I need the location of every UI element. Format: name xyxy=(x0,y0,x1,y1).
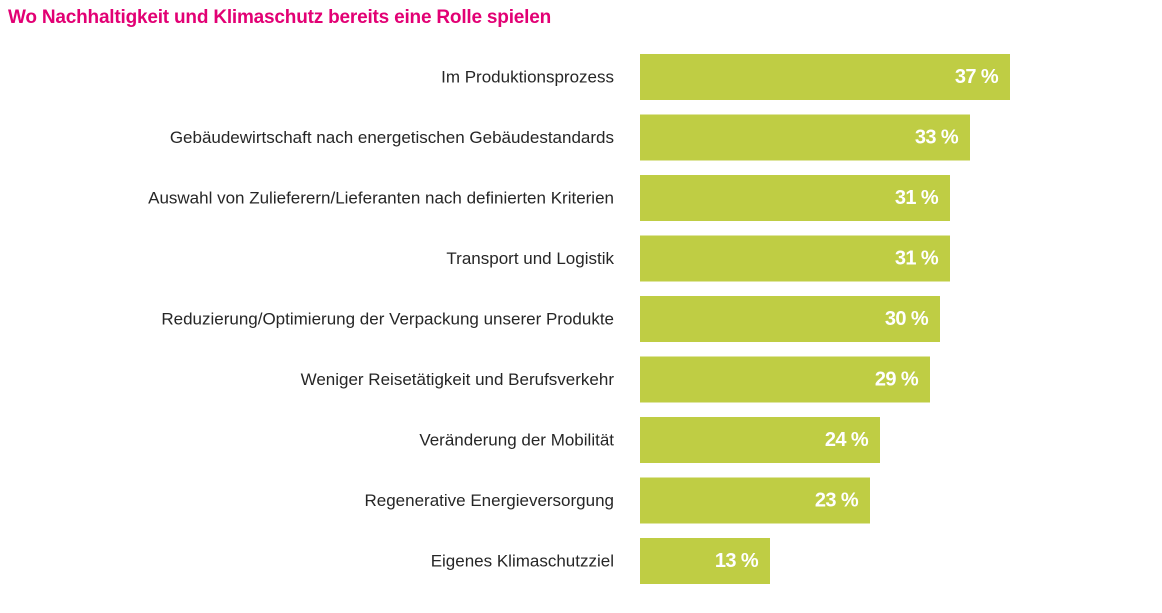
bar-6 xyxy=(640,356,930,403)
bar-5 xyxy=(640,296,940,342)
chart-title: Wo Nachhaltigkeit und Klimaschutz bereit… xyxy=(8,7,551,28)
category-label-5: Reduzierung/Optimierung der Verpackung u… xyxy=(161,310,614,329)
bar-4 xyxy=(640,235,950,282)
value-label-4: 31 % xyxy=(895,248,939,270)
bar-7 xyxy=(640,417,880,463)
value-label-9: 13 % xyxy=(715,550,759,572)
category-label-3: Auswahl von Zulieferern/Lieferanten nach… xyxy=(148,189,614,208)
value-label-6: 29 % xyxy=(875,369,919,391)
bar-2 xyxy=(640,114,970,161)
value-label-7: 24 % xyxy=(825,429,869,451)
bar-1 xyxy=(640,54,1010,100)
category-label-6: Weniger Reisetätigkeit und Berufsverkehr xyxy=(301,370,615,389)
bar-9 xyxy=(640,538,770,584)
bar-8 xyxy=(640,477,870,524)
value-label-5: 30 % xyxy=(885,308,929,330)
category-label-4: Transport und Logistik xyxy=(446,249,614,268)
bars-layer: Im Produktionsprozess 37 % Gebäudewirtscha… xyxy=(148,54,1010,584)
category-label-7: Veränderung der Mobilität xyxy=(419,431,614,450)
category-label-1: Im Produktionsprozess xyxy=(441,68,614,87)
category-label-2: Gebäudewirtschaft nach energetischen Geb… xyxy=(170,128,614,147)
category-label-8: Regenerative Energieversorgung xyxy=(365,491,615,510)
value-label-3: 31 % xyxy=(895,187,939,209)
value-label-1: 37 % xyxy=(955,66,999,88)
category-label-9: Eigenes Klimaschutzziel xyxy=(431,552,614,571)
bar-3 xyxy=(640,175,950,221)
value-label-8: 23 % xyxy=(815,490,859,512)
value-label-2: 33 % xyxy=(915,127,959,149)
